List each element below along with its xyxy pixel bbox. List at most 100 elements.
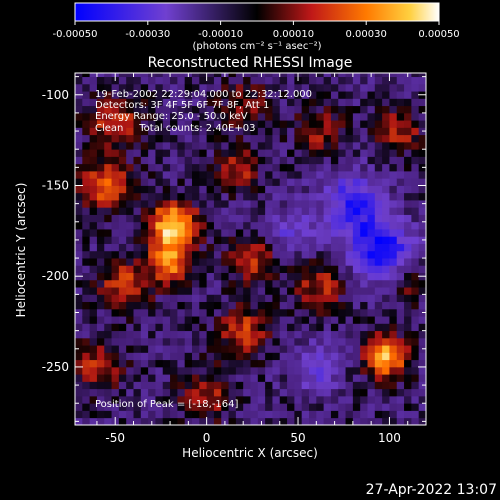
heatmap-cell — [338, 127, 346, 136]
heatmap-cell — [301, 417, 310, 425]
heatmap-cell — [250, 127, 259, 136]
x-axis-ticks — [96, 73, 427, 425]
heatmap-cell — [213, 279, 222, 288]
heatmap-cell — [192, 105, 200, 114]
heatmap-cell — [206, 294, 215, 303]
heatmap-cell — [96, 221, 105, 230]
heatmap-cell — [111, 265, 120, 273]
heatmap-cell — [338, 207, 346, 215]
heatmap-cell — [170, 316, 178, 324]
heatmap-cell — [126, 141, 134, 150]
heatmap-cell — [213, 91, 222, 99]
heatmap-cell — [382, 258, 390, 266]
heatmap-cell — [418, 410, 426, 419]
heatmap-cell — [177, 73, 186, 78]
heatmap-cell — [111, 141, 120, 150]
heatmap-cell — [265, 250, 273, 259]
heatmap-cell — [228, 323, 237, 332]
heatmap-cell — [221, 330, 229, 339]
heatmap-cell — [148, 359, 156, 368]
heatmap-cell — [75, 330, 83, 339]
heatmap-cell — [352, 395, 361, 404]
heatmap-cell — [338, 265, 346, 273]
heatmap-cell — [389, 301, 398, 310]
heatmap-cell — [89, 83, 98, 92]
heatmap-cell — [96, 236, 105, 244]
heatmap-cell — [133, 294, 142, 303]
heatmap-cell — [309, 250, 317, 259]
heatmap-cell — [287, 279, 295, 288]
heatmap-cell — [396, 410, 405, 419]
annotation-block: 19-Feb-2002 22:29:04.000 to 22:32:12.000… — [95, 89, 312, 134]
heatmap-cell — [294, 250, 303, 259]
heatmap-cell — [177, 214, 186, 223]
heatmap-cell — [199, 337, 208, 346]
heatmap-cell — [162, 287, 171, 295]
heatmap-cell — [330, 192, 339, 201]
heatmap-cell — [243, 403, 251, 411]
colorbar-ticks — [74, 21, 440, 25]
heatmap-cell — [404, 366, 412, 375]
heatmap-cell — [162, 272, 171, 281]
heatmap-cell — [316, 76, 325, 85]
heatmap-cell — [96, 359, 105, 368]
heatmap-cell — [133, 185, 142, 194]
heatmap-cell — [265, 395, 273, 404]
heatmap-cell — [404, 83, 412, 92]
heatmap-cell — [162, 73, 171, 78]
heatmap-cell — [221, 185, 229, 194]
heatmap-cell — [243, 258, 251, 266]
heatmap-cell — [184, 359, 193, 368]
heatmap-cell — [96, 374, 105, 382]
heatmap-cell — [352, 76, 361, 85]
heatmap-cell — [206, 149, 215, 157]
heatmap-cell — [367, 403, 376, 411]
heatmap-cell — [250, 141, 259, 150]
y-axis-label: Heliocentric Y (arcsec) — [14, 183, 28, 318]
heatmap-cell — [272, 127, 281, 136]
heatmap-cell — [243, 207, 251, 215]
heatmap-cell — [96, 330, 105, 339]
heatmap-cell — [155, 250, 164, 259]
heatmap-cell — [250, 185, 259, 194]
heatmap-cell — [96, 345, 105, 353]
heatmap-cell — [104, 243, 112, 252]
heatmap-cell — [279, 417, 288, 425]
heatmap-cell — [199, 272, 208, 281]
heatmap-cell — [162, 250, 171, 259]
heatmap-cell — [228, 403, 237, 411]
heatmap-cell — [148, 366, 156, 375]
heatmap-cell — [411, 294, 420, 303]
heatmap-cell — [82, 214, 91, 223]
heatmap-cell — [257, 134, 266, 143]
heatmap-cell — [192, 279, 200, 288]
heatmap-cell — [155, 112, 164, 121]
heatmap-cell — [309, 200, 317, 208]
heatmap-cell — [155, 221, 164, 230]
heatmap-cell — [396, 207, 405, 215]
heatmap-cell — [301, 381, 310, 390]
heatmap-cell — [352, 279, 361, 288]
heatmap-cell — [104, 207, 112, 215]
heatmap-cell — [250, 265, 259, 273]
heatmap-cell — [228, 76, 237, 85]
heatmap-cell — [111, 170, 120, 179]
heatmap-cell — [360, 163, 368, 172]
heatmap-cell — [126, 258, 134, 266]
heatmap-cell — [250, 279, 259, 288]
heatmap-cell — [411, 374, 420, 382]
heatmap-cell — [287, 236, 295, 244]
heatmap-cell — [382, 294, 390, 303]
heatmap-cell — [338, 279, 346, 288]
heatmap-cell — [323, 185, 332, 194]
heatmap-cell — [404, 323, 412, 332]
heatmap-cell — [192, 236, 200, 244]
heatmap-cell — [411, 105, 420, 114]
heatmap-cell — [316, 170, 325, 179]
heatmap-cell — [330, 98, 339, 107]
heatmap-cell — [294, 192, 303, 201]
heatmap-cell — [206, 178, 215, 186]
heatmap-cell — [235, 105, 244, 114]
heatmap-cell — [411, 214, 420, 223]
heatmap-cell — [367, 287, 376, 295]
